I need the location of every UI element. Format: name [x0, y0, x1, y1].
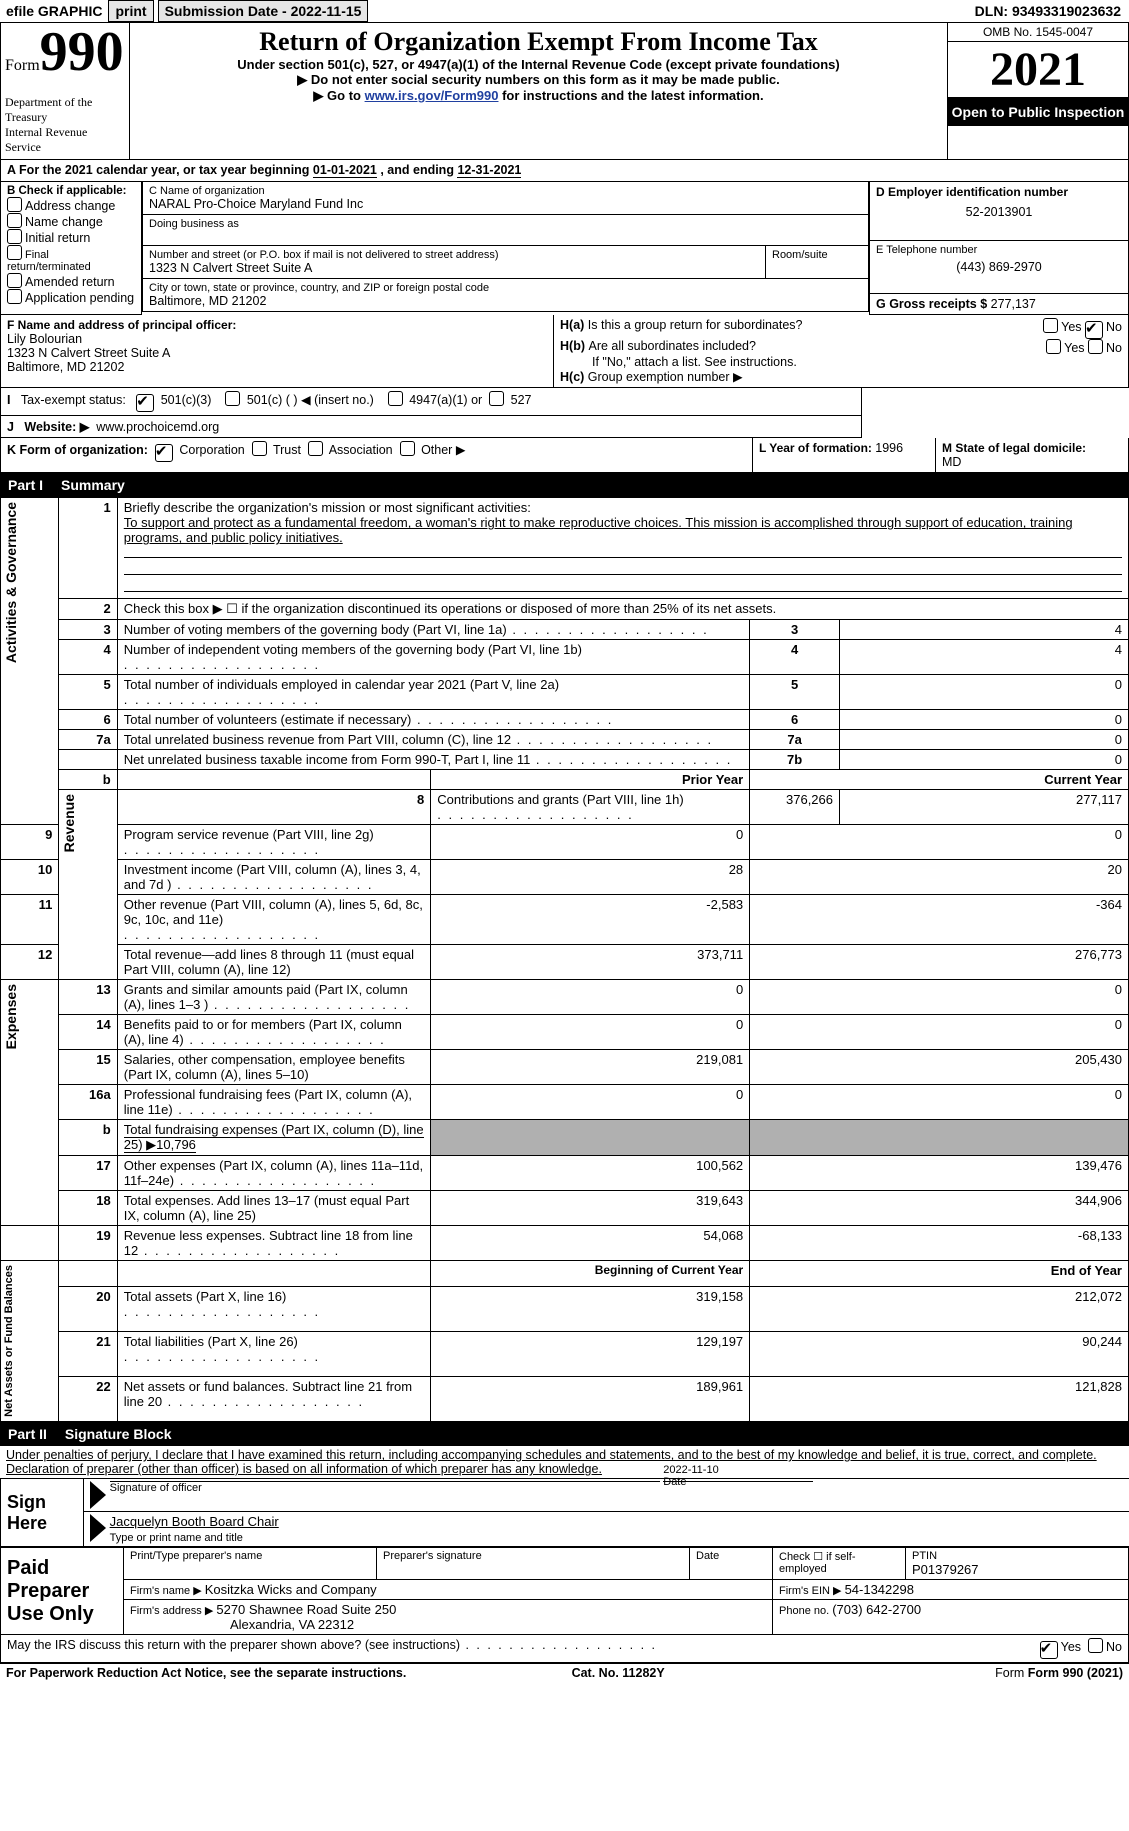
irs-label: Internal Revenue Service: [5, 125, 125, 155]
cbx-4947[interactable]: [388, 391, 403, 406]
section-b-c-d: B Check if applicable: Address change Na…: [0, 182, 1129, 315]
signature-arrow-icon: [90, 1481, 106, 1509]
firm-ein: 54-1342298: [845, 1582, 914, 1597]
form990-link[interactable]: www.irs.gov/Form990: [365, 88, 499, 103]
header-center: Return of Organization Exempt From Incom…: [130, 23, 947, 159]
paid-preparer-block: Paid Preparer Use Only Print/Type prepar…: [0, 1547, 1129, 1635]
line-j: J Website: ▶ www.prochoicemd.org: [0, 416, 1129, 438]
cbx-final-return[interactable]: [7, 245, 22, 260]
page-footer: For Paperwork Reduction Act Notice, see …: [0, 1663, 1129, 1682]
cbx-hb-no[interactable]: [1088, 339, 1103, 354]
line-i: I Tax-exempt status: 501(c)(3) 501(c) ( …: [0, 388, 1129, 416]
org-name: NARAL Pro-Choice Maryland Fund Inc: [149, 197, 862, 211]
form-990-page: efile GRAPHIC print Submission Date - 20…: [0, 0, 1129, 1682]
dln: DLN: 93493319023632: [975, 3, 1129, 19]
cbx-501c3[interactable]: [136, 394, 154, 412]
officer-name: Lily Bolourian: [7, 332, 547, 346]
mission-text: To support and protect as a fundamental …: [124, 515, 1122, 545]
cbx-corporation[interactable]: [155, 444, 173, 462]
sign-here-label: Sign Here: [1, 1479, 84, 1547]
part-2-header: Part IISignature Block: [0, 1422, 1129, 1446]
cbx-other[interactable]: [400, 441, 415, 456]
cbx-address-change[interactable]: [7, 197, 22, 212]
tax-year: 2021: [948, 42, 1128, 98]
signature-date: 2022-11-10: [663, 1464, 813, 1476]
website: www.prochoicemd.org: [96, 420, 219, 434]
section-c: C Name of organizationNARAL Pro-Choice M…: [142, 182, 869, 315]
ptin: P01379267: [912, 1562, 1122, 1577]
section-f-h: F Name and address of principal officer:…: [0, 315, 1129, 388]
cbx-initial-return[interactable]: [7, 229, 22, 244]
name-arrow-icon: [90, 1514, 106, 1542]
section-f: F Name and address of principal officer:…: [0, 315, 554, 388]
part-1-header: Part ISummary: [0, 473, 1129, 497]
efile-label: efile GRAPHIC: [0, 1, 108, 21]
header-right: OMB No. 1545-0047 2021 Open to Public In…: [947, 23, 1128, 159]
section-h: H(a) Is this a group return for subordin…: [554, 315, 1129, 388]
paid-preparer-label: Paid Preparer Use Only: [1, 1548, 124, 1635]
cbx-amended-return[interactable]: [7, 273, 22, 288]
print-button[interactable]: print: [108, 0, 153, 22]
header-sub3: Go to www.irs.gov/Form990 for instructio…: [134, 88, 943, 104]
firm-phone: (703) 642-2700: [832, 1602, 921, 1617]
part-1-grid: Activities & Governance 1 Briefly descri…: [0, 497, 1129, 1422]
cbx-association[interactable]: [308, 441, 323, 456]
discuss-line: May the IRS discuss this return with the…: [0, 1635, 1129, 1663]
cbx-application-pending[interactable]: [7, 289, 22, 304]
firm-address-2: Alexandria, VA 22312: [130, 1617, 354, 1632]
section-expenses: Expenses: [1, 980, 21, 1053]
section-b: B Check if applicable: Address change Na…: [0, 182, 142, 315]
perjury-statement: Under penalties of perjury, I declare th…: [0, 1446, 1129, 1478]
header-sub1: Under section 501(c), 527, or 4947(a)(1)…: [134, 57, 943, 72]
topbar: efile GRAPHIC print Submission Date - 20…: [0, 0, 1129, 22]
cbx-discuss-yes[interactable]: [1040, 1641, 1058, 1659]
section-d-e-g: D Employer identification number52-20139…: [869, 182, 1129, 315]
officer-name-title: Jacquelyn Booth Board Chair: [110, 1514, 830, 1529]
sign-here-block: Sign Here Signature of officer 2022-11-1…: [0, 1478, 1129, 1547]
org-street: 1323 N Calvert Street Suite A: [149, 261, 759, 275]
line-a: A For the 2021 calendar year, or tax yea…: [0, 160, 1129, 182]
cbx-name-change[interactable]: [7, 213, 22, 228]
cbx-501c[interactable]: [225, 391, 240, 406]
section-activities-governance: Activities & Governance: [1, 498, 21, 667]
cbx-trust[interactable]: [252, 441, 267, 456]
cbx-ha-yes[interactable]: [1043, 318, 1058, 333]
section-revenue: Revenue: [59, 790, 79, 856]
cbx-hb-yes[interactable]: [1046, 339, 1061, 354]
firm-address-1: 5270 Shawnee Road Suite 250: [216, 1602, 396, 1617]
omb-number: OMB No. 1545-0047: [948, 23, 1128, 42]
telephone: (443) 869-2970: [876, 256, 1122, 274]
section-net-assets: Net Assets or Fund Balances: [1, 1261, 17, 1421]
form-header: Form990 Department of the Treasury Inter…: [0, 22, 1129, 160]
org-city: Baltimore, MD 21202: [149, 294, 862, 308]
dept-treasury: Department of the Treasury: [5, 95, 125, 125]
form-title: Return of Organization Exempt From Incom…: [134, 27, 943, 57]
firm-name: Kositzka Wicks and Company: [205, 1582, 377, 1597]
cbx-ha-no[interactable]: [1085, 321, 1103, 339]
submission-date: Submission Date - 2022-11-15: [158, 0, 369, 22]
ein: 52-2013901: [876, 199, 1122, 219]
form-number-box: Form990 Department of the Treasury Inter…: [1, 23, 130, 159]
line-k-l-m: K Form of organization: Corporation Trus…: [0, 438, 1129, 473]
cbx-527[interactable]: [489, 391, 504, 406]
cbx-discuss-no[interactable]: [1088, 1638, 1103, 1653]
gross-receipts: 277,137: [991, 297, 1036, 311]
open-to-public: Open to Public Inspection: [948, 98, 1128, 126]
header-sub2: Do not enter social security numbers on …: [134, 72, 943, 88]
